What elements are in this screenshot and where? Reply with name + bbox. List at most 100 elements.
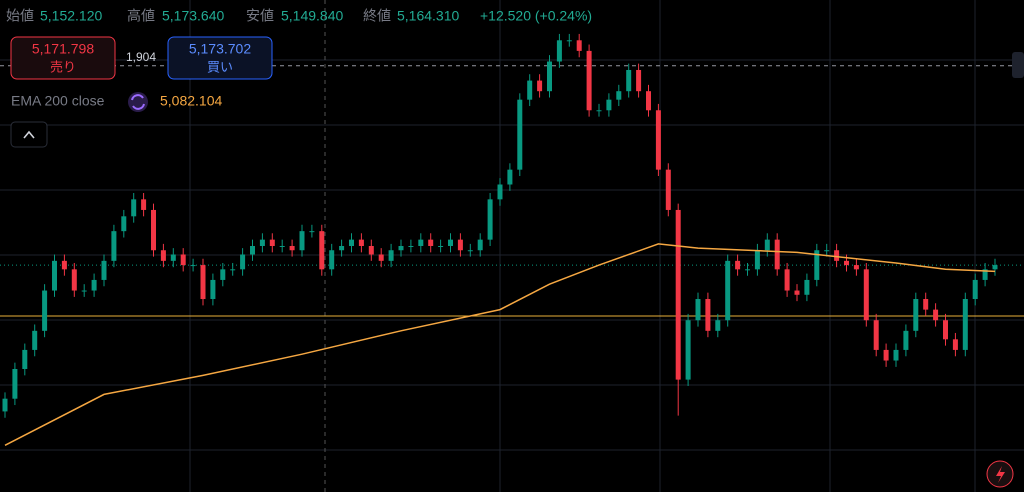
candle-body [32, 330, 38, 350]
candle-body [398, 246, 404, 251]
candle-body [834, 250, 840, 261]
candle-body [537, 80, 543, 92]
candle-body [487, 199, 493, 240]
candle-body [91, 279, 97, 291]
candle-body [180, 254, 186, 266]
candle-body [992, 265, 998, 270]
candle-body [368, 246, 374, 255]
candle-body [230, 269, 236, 271]
candle-body [745, 269, 750, 271]
candle-body [527, 80, 533, 100]
candle-body [477, 239, 483, 251]
candle-body [418, 239, 424, 246]
candle-body [853, 265, 859, 270]
candle-body [22, 349, 28, 369]
trade-panel: 5,171.798 売り 1,904 5,173.702 買い [10, 36, 273, 80]
indicator-legend: EMA 200 close 5,082.104 [11, 92, 222, 112]
candle-body [42, 290, 48, 331]
candle-body [289, 246, 295, 251]
candle-body [358, 239, 364, 246]
candle-body [299, 231, 305, 251]
indicator-name: EMA 200 close [11, 93, 105, 109]
candle-body [121, 216, 127, 232]
buy-label: 買い [207, 59, 233, 74]
candle-body [784, 269, 790, 291]
candle-body [844, 260, 849, 266]
candle-body [725, 260, 731, 321]
candle-body [735, 260, 741, 270]
high-value: 5,173.640 [162, 8, 224, 24]
candle-body [943, 320, 948, 340]
candle-body [259, 239, 265, 246]
candle-body [269, 239, 275, 246]
candle-body [170, 254, 176, 261]
candle-body [141, 199, 147, 210]
candle-body [646, 91, 651, 111]
buy-price: 5,173.702 [189, 41, 251, 57]
candle-body [774, 239, 780, 270]
candle-body [665, 169, 671, 210]
high-label: 高値 [127, 8, 155, 24]
candle-body [655, 110, 661, 170]
close-value: 5,164.310 [397, 8, 459, 24]
candle-body [160, 250, 166, 261]
candle-body [240, 254, 246, 270]
candle-body [636, 69, 642, 92]
candle-body [200, 265, 206, 300]
candle-body [2, 398, 8, 412]
candle-body [913, 299, 919, 331]
candle-body [517, 99, 523, 170]
candle-body [576, 40, 582, 51]
candle-body [596, 110, 602, 112]
candle-body [428, 239, 434, 246]
alert-icon [996, 466, 1005, 483]
candle-body [448, 239, 453, 246]
candle-body [972, 279, 978, 300]
low-value: 5,149.840 [281, 8, 343, 24]
collapse-icon [23, 130, 35, 139]
candle-body [794, 290, 800, 295]
buy-button[interactable] [167, 36, 273, 80]
change-value: +12.520 (+0.24%) [480, 8, 592, 24]
open-value: 5,152.120 [40, 8, 102, 24]
low-label: 安値 [246, 8, 274, 24]
sell-button[interactable] [10, 36, 116, 80]
candle-body [715, 320, 721, 331]
candle-body [507, 169, 513, 185]
candle-body [923, 299, 929, 310]
candle-body [903, 330, 909, 350]
candle-body [151, 209, 156, 251]
candle-body [962, 299, 968, 350]
candle-body [893, 349, 899, 361]
candle-body [408, 246, 414, 247]
candle-body [873, 320, 879, 350]
open-label: 始値 [6, 8, 34, 24]
ema-line [4, 243, 996, 446]
candle-body [438, 246, 444, 247]
candle-body [982, 269, 988, 280]
spread: 1,904 [126, 50, 156, 64]
candle-body [388, 250, 394, 261]
candle-body [626, 69, 632, 92]
collapse-button[interactable] [10, 121, 48, 148]
candle-body [705, 299, 711, 331]
candle-body [685, 320, 691, 380]
side-button[interactable] [1012, 52, 1024, 78]
candle-body [547, 61, 552, 92]
candle-body [220, 269, 226, 280]
candle-body [81, 290, 87, 292]
candle-body [210, 279, 216, 300]
candle-body [606, 99, 612, 111]
candle-body [497, 184, 503, 200]
candle-body [279, 246, 285, 247]
candle-body [52, 260, 57, 291]
candle-body [754, 250, 760, 270]
candle-body [457, 239, 463, 251]
candle-body [933, 309, 939, 321]
candle-body [695, 299, 701, 321]
candle-body [71, 269, 77, 291]
indicator-icon-glyph [131, 94, 145, 110]
plot [0, 33, 1024, 446]
candle-body [675, 209, 681, 380]
